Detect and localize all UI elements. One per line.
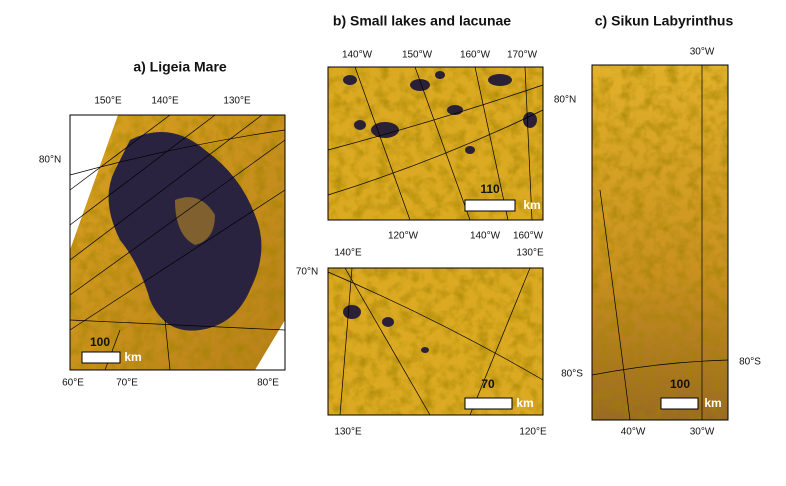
coordinate-label: 40°W <box>621 427 646 438</box>
coordinate-label: 170°W <box>507 50 538 61</box>
coordinate-label: 140°E <box>151 96 179 107</box>
scale-bar <box>464 397 513 410</box>
coordinate-label: 80°E <box>257 378 279 389</box>
coordinate-label: 160°W <box>513 231 544 242</box>
scale-bar <box>464 199 516 212</box>
texture <box>328 67 543 220</box>
frame <box>591 64 729 421</box>
panel-title: b) Small lakes and lacunae <box>333 13 511 29</box>
coordinate-label: 80°S <box>739 357 761 368</box>
coordinate-label: 140°W <box>342 50 373 61</box>
coordinate-label: 140°E <box>334 248 362 259</box>
coordinate-label: 70°N <box>296 267 318 278</box>
coordinate-label: 30°W <box>690 47 715 58</box>
graticule <box>69 114 286 371</box>
panel-title: c) Sikun Labyrinthus <box>595 13 734 29</box>
coordinate-label: 30°W <box>690 427 715 438</box>
lakes <box>343 71 537 154</box>
graticule <box>327 66 544 221</box>
scale-value: 70 <box>481 377 495 391</box>
coordinate-label: 120°W <box>388 231 419 242</box>
graticule <box>591 65 729 421</box>
coordinate-label: 120°E <box>519 427 547 438</box>
frame <box>69 114 286 371</box>
coordinate-label: 130°E <box>516 248 544 259</box>
images <box>69 64 729 421</box>
frame <box>327 267 544 416</box>
coordinate-label: 140°W <box>470 231 501 242</box>
no-data <box>255 320 285 370</box>
panel-title: a) Ligeia Mare <box>133 59 227 75</box>
coordinate-label: 80°S <box>561 369 583 380</box>
scale-unit: km <box>523 198 540 212</box>
coordinate-label: 70°E <box>116 378 138 389</box>
coordinate-label: 80°N <box>554 95 576 106</box>
coordinate-label: 80°N <box>39 155 61 166</box>
scale-bar <box>81 351 121 364</box>
graticule <box>327 267 544 416</box>
island <box>175 197 215 245</box>
lakes <box>343 305 429 353</box>
scale-bar <box>660 397 699 410</box>
texture <box>592 65 728 420</box>
coordinate-label: 150°W <box>402 50 433 61</box>
coordinate-label: 160°W <box>460 50 491 61</box>
scale-value: 110 <box>480 182 500 196</box>
coordinate-label: 130°E <box>334 427 362 438</box>
scale-value: 100 <box>90 335 110 349</box>
scale-unit: km <box>516 396 533 410</box>
frame <box>327 66 544 221</box>
coordinate-label: 130°E <box>223 96 251 107</box>
scale-unit: km <box>124 350 141 364</box>
coordinate-label: 60°E <box>62 378 84 389</box>
scale-unit: km <box>704 396 721 410</box>
coordinate-label: 150°E <box>94 96 122 107</box>
texture <box>328 268 543 415</box>
scale-value: 100 <box>670 377 690 391</box>
